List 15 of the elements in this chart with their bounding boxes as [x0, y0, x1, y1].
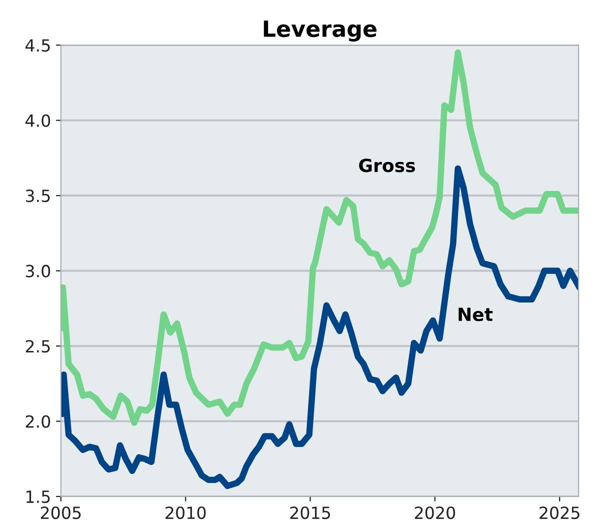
x-tick-label: 2005 — [40, 506, 81, 520]
y-tick-label: 2.5 — [26, 340, 50, 353]
chart-title: Leverage — [264, 20, 377, 42]
y-tick-label: 3.0 — [26, 264, 50, 278]
x-tick-label: 2020 — [414, 506, 456, 520]
x-tick-label: 2010 — [166, 506, 206, 520]
y-tick-label: 2.0 — [26, 415, 50, 428]
y-tick-label: 1.5 — [26, 490, 50, 504]
series-label: Gross — [359, 158, 415, 172]
series-label: Net — [458, 308, 493, 322]
y-tick-label: 4.0 — [25, 114, 50, 127]
x-tick-label: 2015 — [290, 506, 330, 520]
y-tick-label: 3.5 — [26, 190, 50, 202]
x-tick-label: 2025 — [540, 506, 580, 520]
y-tick-label: 4.5 — [25, 39, 50, 52]
